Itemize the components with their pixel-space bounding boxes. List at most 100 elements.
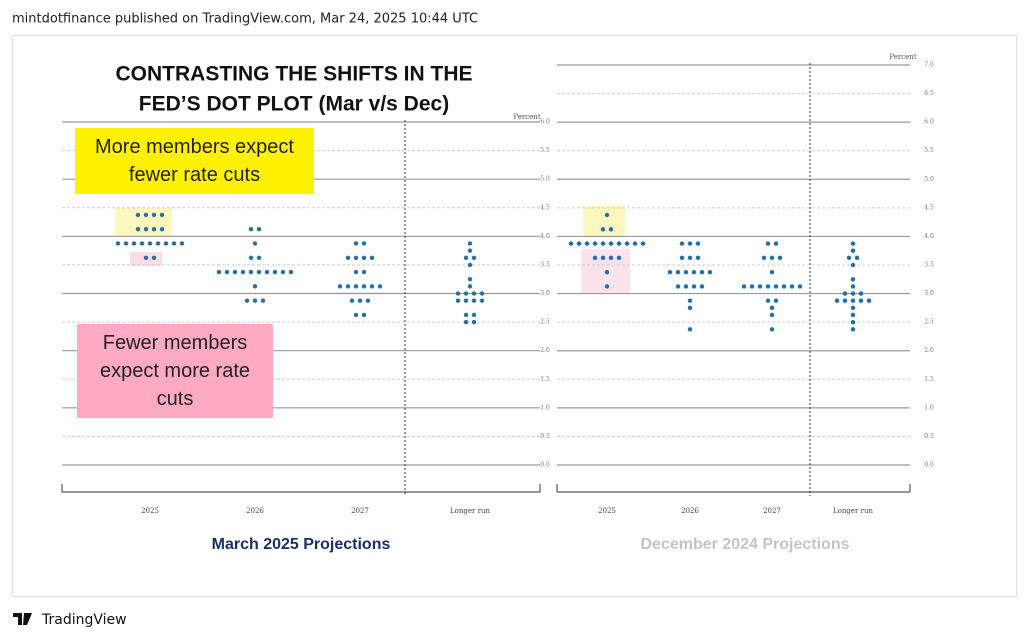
dot: [600, 241, 606, 246]
dot: [765, 241, 771, 246]
dot: [608, 227, 614, 232]
dot: [361, 312, 367, 318]
dot: [858, 291, 864, 296]
x-tick-label: Longer run: [833, 507, 873, 515]
dot: [171, 241, 177, 246]
y-tick-label: 2.0: [924, 347, 934, 354]
y-tick-label: 1.5: [924, 376, 934, 383]
annotation: More members expect fewer rate cuts: [75, 128, 314, 194]
dot: [675, 284, 681, 289]
dot: [248, 255, 254, 260]
dot: [687, 255, 693, 261]
dot: [353, 269, 359, 275]
y-tick-label: 0.5: [540, 433, 550, 440]
y-tick-label: 4.5: [924, 204, 934, 211]
dot: [288, 269, 294, 275]
y-tick-label: 3.0: [924, 290, 934, 297]
dot: [377, 284, 383, 289]
dot: [151, 212, 157, 218]
dot: [252, 284, 258, 289]
y-tick-label: 7.0: [924, 62, 934, 69]
dot: [691, 284, 697, 289]
dot: [592, 241, 598, 246]
dot: [139, 241, 145, 246]
x-tick-label: 2026: [246, 507, 264, 515]
dot: [224, 269, 230, 275]
dot: [471, 298, 477, 303]
dot: [850, 319, 856, 325]
dot: [479, 291, 485, 296]
y-tick-label: 3.5: [924, 262, 934, 269]
dot: [691, 269, 697, 275]
dot: [781, 284, 787, 289]
dot: [842, 298, 848, 303]
dot: [695, 255, 701, 261]
dot: [361, 241, 367, 246]
title: CONTRASTING THE SHIFTS IN THE: [116, 63, 473, 86]
y-tick-label: 6.0: [924, 119, 934, 126]
dot: [624, 241, 630, 246]
x-tick-label: Longer run: [450, 507, 490, 515]
dot: [675, 269, 681, 275]
dot: [471, 255, 477, 260]
dot: [349, 298, 355, 303]
dot: [248, 226, 254, 232]
dot: [455, 291, 461, 296]
dot: [353, 241, 359, 246]
dot: [850, 291, 856, 296]
dot: [463, 312, 469, 318]
dot: [695, 241, 701, 246]
dot: [260, 298, 266, 303]
y-tick-label: 4.5: [540, 204, 550, 211]
dot: [769, 269, 775, 275]
dot: [159, 226, 165, 232]
dot: [155, 241, 161, 246]
dot: [584, 241, 590, 246]
dot: [699, 269, 705, 275]
dot: [707, 269, 713, 275]
y-tick-label: 5.5: [924, 147, 934, 154]
dot: [216, 269, 222, 275]
dot: [369, 255, 375, 260]
x-tick-label: 2026: [681, 507, 699, 515]
annotation: Fewer members expect more rate cuts: [77, 324, 273, 418]
dot: [850, 305, 856, 311]
y-tick-label: 6.5: [924, 90, 934, 97]
dot: [699, 284, 705, 289]
highlight: [583, 206, 625, 236]
dot: [467, 262, 473, 268]
dot: [463, 319, 469, 325]
dot: [244, 298, 250, 303]
dot: [773, 284, 779, 289]
dot: [115, 241, 121, 246]
y-tick-label: 0.0: [924, 462, 934, 469]
dot: [632, 241, 638, 246]
dot: [179, 241, 185, 246]
dot: [463, 255, 469, 260]
dot: [765, 284, 771, 289]
dot: [471, 291, 477, 296]
dot: [568, 241, 574, 246]
dot: [765, 298, 771, 303]
dot: [463, 291, 469, 296]
dot: [159, 212, 165, 218]
dot: [757, 284, 763, 289]
dot: [834, 298, 840, 303]
dot: [353, 312, 359, 318]
dot: [272, 269, 278, 275]
dot: [151, 255, 157, 260]
dot: [687, 327, 693, 332]
dot: [361, 284, 367, 289]
y-tick-label: 0.0: [540, 462, 550, 469]
y-tick-label: 3.0: [540, 290, 550, 297]
dot: [679, 241, 685, 246]
dot: [151, 226, 157, 232]
y-tick-label: 2.5: [924, 319, 934, 326]
dot: [252, 241, 258, 246]
dot: [455, 298, 461, 303]
dot: [667, 269, 673, 275]
dot: [761, 255, 767, 261]
dot: [846, 255, 852, 261]
dot: [147, 241, 153, 246]
